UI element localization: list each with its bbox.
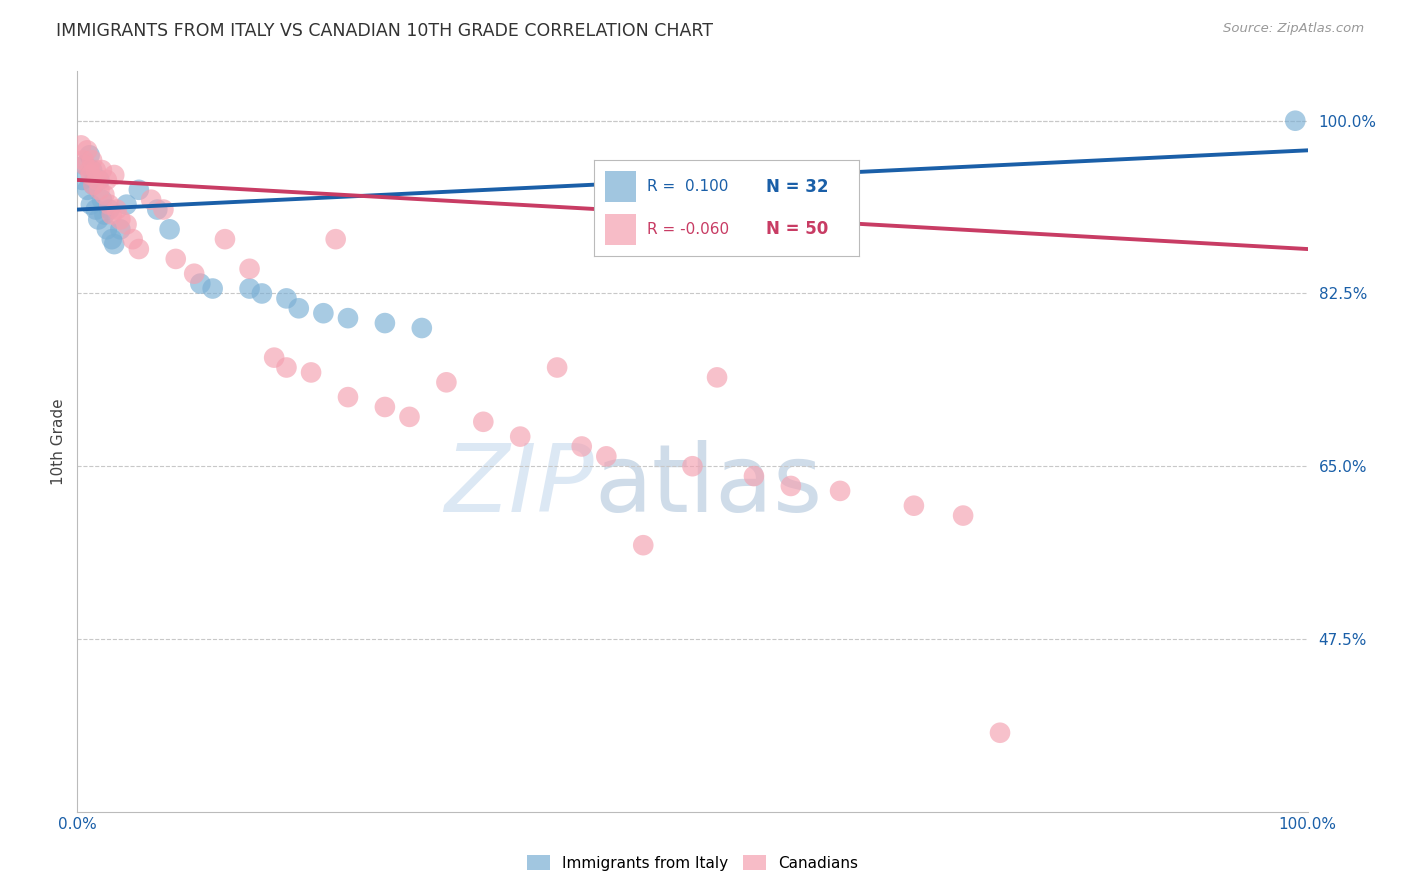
Point bbox=[325, 232, 347, 246]
Point bbox=[110, 222, 132, 236]
Point bbox=[152, 202, 174, 217]
Point bbox=[165, 252, 187, 266]
Point bbox=[115, 218, 138, 232]
Point bbox=[141, 193, 163, 207]
Point bbox=[98, 197, 121, 211]
Point bbox=[337, 390, 360, 404]
Text: R = -0.060: R = -0.060 bbox=[647, 221, 730, 236]
Text: ZIP: ZIP bbox=[444, 441, 595, 532]
Point bbox=[742, 469, 765, 483]
Point bbox=[82, 153, 104, 168]
Point bbox=[1284, 113, 1306, 128]
Point bbox=[276, 360, 298, 375]
Text: N = 50: N = 50 bbox=[766, 220, 828, 238]
Point bbox=[509, 429, 531, 443]
Point bbox=[93, 207, 115, 221]
Point bbox=[90, 163, 114, 178]
Point bbox=[96, 173, 118, 187]
Text: Source: ZipAtlas.com: Source: ZipAtlas.com bbox=[1223, 22, 1364, 36]
Point bbox=[250, 286, 273, 301]
Point bbox=[239, 281, 262, 295]
Point bbox=[105, 202, 128, 217]
Point bbox=[239, 261, 262, 276]
Text: IMMIGRANTS FROM ITALY VS CANADIAN 10TH GRADE CORRELATION CHART: IMMIGRANTS FROM ITALY VS CANADIAN 10TH G… bbox=[56, 22, 713, 40]
Legend: Immigrants from Italy, Canadians: Immigrants from Italy, Canadians bbox=[527, 855, 858, 871]
Point bbox=[780, 479, 803, 493]
Point bbox=[87, 212, 110, 227]
Point bbox=[263, 351, 285, 365]
Y-axis label: 10th Grade: 10th Grade bbox=[51, 398, 66, 485]
Point bbox=[98, 202, 121, 217]
Point bbox=[84, 163, 107, 178]
Point bbox=[70, 173, 93, 187]
Point bbox=[633, 538, 655, 552]
Point bbox=[80, 168, 103, 182]
Point bbox=[398, 409, 420, 424]
Point bbox=[101, 232, 124, 246]
Point bbox=[110, 212, 132, 227]
Point bbox=[89, 173, 111, 187]
Point bbox=[411, 321, 433, 335]
Point bbox=[82, 163, 104, 178]
Point bbox=[128, 183, 150, 197]
Point bbox=[146, 202, 169, 217]
Point bbox=[76, 183, 98, 197]
Point bbox=[952, 508, 974, 523]
Point bbox=[299, 366, 322, 380]
Point bbox=[103, 168, 125, 182]
Point bbox=[903, 499, 925, 513]
Text: R =  0.100: R = 0.100 bbox=[647, 179, 728, 194]
Point bbox=[988, 725, 1011, 739]
Point bbox=[682, 459, 704, 474]
Point bbox=[115, 197, 138, 211]
Point bbox=[101, 207, 124, 221]
Point bbox=[374, 316, 396, 330]
Point bbox=[128, 242, 150, 256]
Point bbox=[103, 237, 125, 252]
Point bbox=[595, 450, 617, 464]
Point bbox=[546, 360, 568, 375]
Text: atlas: atlas bbox=[595, 440, 823, 532]
Point bbox=[159, 222, 181, 236]
Point bbox=[374, 400, 396, 414]
Point bbox=[86, 173, 108, 187]
Point bbox=[80, 197, 103, 211]
Point bbox=[276, 292, 298, 306]
Point bbox=[89, 183, 111, 197]
Point bbox=[82, 178, 104, 192]
Point bbox=[79, 163, 101, 178]
Point bbox=[73, 158, 96, 172]
Point bbox=[90, 193, 114, 207]
Point bbox=[288, 301, 311, 316]
Point bbox=[190, 277, 212, 291]
Point bbox=[93, 187, 115, 202]
Point bbox=[70, 138, 93, 153]
Point bbox=[82, 178, 104, 192]
Point bbox=[201, 281, 224, 295]
Point bbox=[337, 311, 360, 326]
Bar bbox=[605, 214, 637, 245]
Point bbox=[214, 232, 236, 246]
Bar bbox=[605, 170, 637, 202]
Point bbox=[79, 148, 101, 162]
Point bbox=[312, 306, 335, 320]
Point bbox=[73, 158, 96, 172]
Point bbox=[830, 483, 852, 498]
Point bbox=[76, 144, 98, 158]
Point bbox=[121, 232, 143, 246]
Point bbox=[436, 376, 458, 390]
Point bbox=[571, 440, 593, 454]
Point bbox=[96, 222, 118, 236]
Point bbox=[84, 202, 107, 217]
Point bbox=[472, 415, 495, 429]
Point bbox=[72, 153, 94, 168]
Text: N = 32: N = 32 bbox=[766, 178, 828, 195]
Point bbox=[183, 267, 205, 281]
Point bbox=[706, 370, 728, 384]
